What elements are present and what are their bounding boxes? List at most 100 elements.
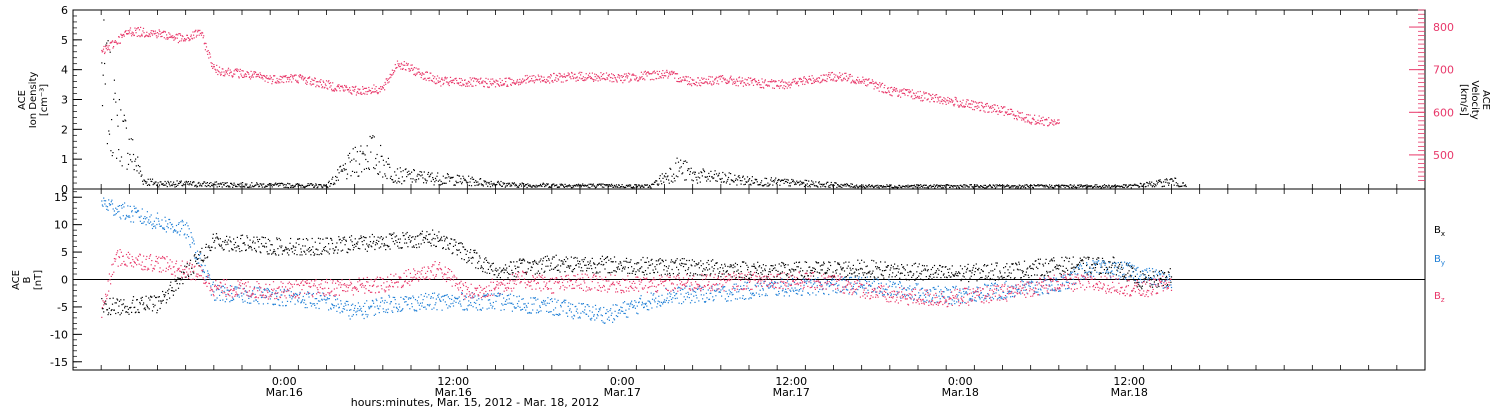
density-point: [570, 185, 572, 187]
velocity-point: [866, 85, 868, 87]
density-point: [1106, 185, 1108, 187]
velocity-point: [331, 88, 333, 90]
b-point: [513, 261, 515, 263]
velocity-point: [781, 79, 783, 81]
velocity-point: [709, 81, 711, 83]
velocity-point: [378, 87, 381, 90]
velocity-point: [830, 72, 832, 74]
velocity-point: [687, 83, 689, 86]
b-point: [591, 257, 593, 259]
density-point: [205, 182, 207, 184]
velocity-point: [905, 89, 907, 91]
velocity-point: [552, 81, 554, 83]
density-point: [1020, 186, 1022, 188]
b-point: [854, 271, 856, 273]
density-point: [1070, 187, 1072, 189]
b-point: [648, 261, 650, 263]
density-point: [101, 105, 104, 107]
density-point: [1041, 185, 1044, 187]
velocity-point: [1042, 116, 1044, 118]
b-point: [130, 306, 132, 308]
velocity-point: [531, 78, 533, 80]
velocity-point: [854, 80, 856, 82]
b-point: [1103, 269, 1105, 271]
b-point: [885, 269, 887, 271]
density-point: [466, 182, 468, 184]
b-point: [286, 248, 288, 251]
velocity-point: [514, 83, 516, 85]
b-point: [230, 241, 232, 243]
density-point: [500, 180, 502, 183]
velocity-point: [634, 78, 636, 80]
velocity-point: [141, 33, 143, 35]
velocity-point: [814, 79, 816, 81]
b-point: [338, 236, 340, 238]
velocity-point: [1003, 106, 1005, 108]
b-point: [115, 302, 117, 304]
density-point: [461, 181, 463, 183]
velocity-point: [184, 38, 186, 40]
density-point: [449, 177, 451, 179]
b-point: [582, 261, 584, 263]
b-point: [306, 249, 308, 251]
b-point: [402, 235, 404, 237]
velocity-point: [957, 104, 959, 106]
density-point: [1082, 186, 1084, 188]
density-point: [147, 178, 149, 180]
density-point: [696, 179, 698, 181]
velocity-point: [328, 80, 330, 82]
velocity-point: [205, 42, 207, 45]
velocity-point: [610, 77, 612, 79]
velocity-point: [166, 34, 168, 36]
velocity-point: [867, 84, 869, 86]
velocity-point: [889, 87, 891, 89]
b-point: [211, 246, 213, 248]
density-point: [192, 181, 194, 183]
velocity-point: [744, 78, 746, 80]
b-point: [106, 309, 108, 311]
b-point: [256, 236, 258, 238]
b-point: [175, 289, 177, 291]
velocity-point: [237, 69, 239, 71]
velocity-point: [632, 73, 634, 75]
b-point: [314, 253, 316, 255]
b-point: [812, 275, 815, 277]
density-point: [877, 184, 879, 186]
velocity-point: [509, 78, 511, 80]
density-point: [413, 169, 415, 171]
velocity-point: [244, 73, 246, 75]
density-point: [772, 184, 774, 186]
density-point: [519, 183, 521, 185]
velocity-point: [157, 35, 159, 37]
b-point: [508, 273, 510, 275]
density-point: [341, 169, 343, 171]
b-point: [601, 260, 603, 263]
b-point: [383, 245, 385, 247]
velocity-point: [402, 67, 404, 70]
b-point: [607, 272, 609, 274]
b-point: [745, 275, 747, 277]
b-point: [378, 247, 380, 249]
density-point: [514, 185, 516, 187]
b-point: [286, 252, 289, 254]
b-point: [755, 267, 757, 269]
velocity-point: [896, 90, 898, 92]
density-point: [666, 176, 668, 178]
b-point: [170, 290, 173, 292]
density-point: [820, 183, 822, 186]
b-point: [127, 308, 129, 310]
velocity-point: [416, 73, 418, 75]
velocity-point: [355, 85, 357, 87]
velocity-point: [489, 83, 492, 85]
density-point: [978, 186, 980, 188]
velocity-point: [914, 94, 916, 97]
density-point: [558, 186, 561, 188]
density-point: [1111, 185, 1113, 187]
density-point: [332, 176, 334, 178]
b-point: [678, 272, 680, 274]
density-point: [1168, 182, 1170, 184]
b-point: [900, 272, 902, 274]
b-point: [1048, 263, 1050, 265]
density-point: [715, 180, 717, 182]
velocity-point: [1028, 121, 1030, 123]
